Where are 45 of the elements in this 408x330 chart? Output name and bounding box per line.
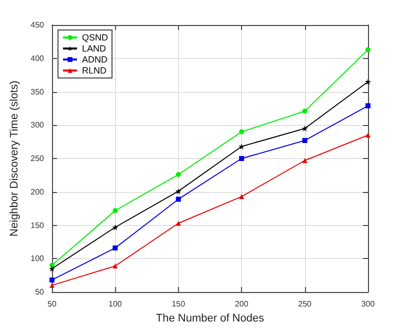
point [112, 263, 118, 268]
x-tick-label: 200 [234, 300, 249, 308]
point [365, 78, 371, 85]
legend-label: QSND [82, 32, 109, 42]
x-axis-title: The Number of Nodes [156, 312, 265, 324]
legend-label: LAND [82, 44, 107, 54]
x-tick-label: 150 [172, 300, 186, 308]
point [112, 208, 118, 214]
point [176, 220, 181, 226]
point [239, 194, 244, 200]
point [175, 188, 182, 194]
y-axis-title: Neighbor Discovery Time (slots) [8, 80, 20, 236]
point [50, 282, 54, 288]
point [176, 172, 181, 178]
legend-label: ADND [82, 54, 108, 64]
point [239, 129, 244, 134]
point [366, 132, 370, 138]
y-tick-label: 200 [30, 187, 45, 196]
x-tick-label: 250 [298, 300, 312, 308]
point [302, 158, 308, 164]
point [50, 277, 54, 282]
y-tick-label: 400 [30, 54, 45, 63]
legend-label: RLND [82, 66, 108, 76]
y-tick-label: 100 [30, 254, 45, 264]
y-tick-label: 300 [30, 120, 45, 130]
point [176, 196, 181, 202]
y-tick-label: 50 [35, 288, 45, 296]
point [366, 103, 370, 108]
point [238, 143, 245, 150]
point [112, 245, 118, 250]
point [49, 266, 55, 272]
point [302, 138, 308, 143]
x-tick-label: 50 [48, 300, 57, 308]
point [366, 47, 370, 52]
point [302, 108, 308, 114]
y-tick-label: 350 [30, 87, 45, 96]
y-tick-label: 150 [30, 220, 45, 230]
point [239, 156, 244, 161]
point [50, 262, 54, 268]
y-tick-label: 250 [30, 154, 45, 163]
y-tick-label: 450 [30, 20, 45, 30]
point [112, 224, 118, 230]
point [302, 125, 308, 132]
x-tick-label: 300 [361, 300, 376, 308]
x-tick-label: 100 [108, 300, 122, 308]
